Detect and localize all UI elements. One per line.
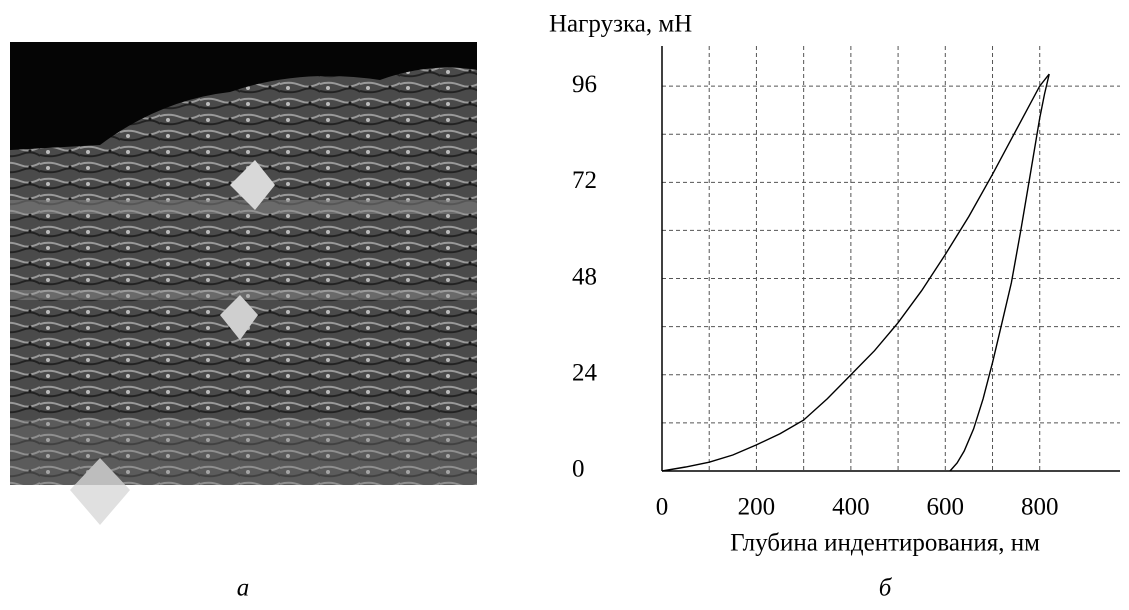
x-tick-label: 200 xyxy=(738,494,776,521)
y-axis-label: Нагрузка, мН xyxy=(549,11,692,38)
x-tick-label: 800 xyxy=(1021,494,1059,521)
x-axis-label: Глубина индентирования, нм xyxy=(730,530,1040,557)
x-tick-label: 600 xyxy=(927,494,965,521)
data-line xyxy=(662,74,1049,471)
panel-label: а xyxy=(237,575,250,602)
y-tick-label: 24 xyxy=(572,360,598,387)
x-tick-label: 0 xyxy=(656,494,669,521)
data-line xyxy=(950,74,1049,471)
figure: а б Нагрузка, мН Глубина индентирования,… xyxy=(0,0,1129,610)
x-tick-label: 400 xyxy=(832,494,870,521)
y-tick-label: 0 xyxy=(572,456,585,483)
micrograph xyxy=(10,42,477,525)
y-tick-label: 48 xyxy=(572,263,597,290)
y-tick-label: 96 xyxy=(572,71,597,98)
panel-label: б xyxy=(879,575,893,602)
y-tick-label: 72 xyxy=(572,167,597,194)
